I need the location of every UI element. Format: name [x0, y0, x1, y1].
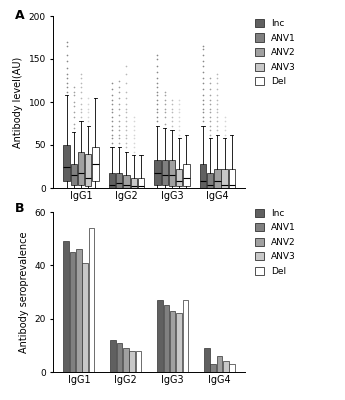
PathPatch shape: [116, 172, 122, 188]
Bar: [210, 364, 216, 372]
Bar: [204, 348, 210, 372]
Bar: [82, 263, 88, 372]
Bar: [229, 364, 235, 372]
Bar: [183, 300, 188, 372]
PathPatch shape: [183, 164, 189, 186]
Y-axis label: Antibody seroprevalence: Antibody seroprevalence: [19, 231, 29, 353]
PathPatch shape: [71, 164, 77, 186]
PathPatch shape: [85, 154, 91, 186]
Bar: [89, 228, 94, 372]
PathPatch shape: [63, 145, 70, 181]
PathPatch shape: [138, 178, 144, 188]
PathPatch shape: [169, 160, 175, 186]
PathPatch shape: [130, 178, 137, 188]
Bar: [176, 313, 182, 372]
Bar: [170, 311, 175, 372]
PathPatch shape: [161, 160, 168, 186]
Bar: [76, 249, 82, 372]
Legend: Inc, ANV1, ANV2, ANV3, Del: Inc, ANV1, ANV2, ANV3, Del: [253, 17, 298, 88]
Bar: [117, 343, 122, 372]
Bar: [63, 241, 69, 372]
Bar: [164, 305, 169, 372]
Bar: [129, 351, 135, 372]
PathPatch shape: [229, 169, 235, 188]
PathPatch shape: [123, 175, 130, 188]
Bar: [157, 300, 163, 372]
Bar: [110, 340, 116, 372]
PathPatch shape: [78, 152, 84, 186]
PathPatch shape: [221, 169, 228, 188]
PathPatch shape: [109, 172, 115, 188]
Bar: [70, 252, 75, 372]
PathPatch shape: [176, 169, 183, 186]
Legend: Inc, ANV1, ANV2, ANV3, Del: Inc, ANV1, ANV2, ANV3, Del: [253, 207, 298, 278]
PathPatch shape: [207, 172, 213, 188]
Bar: [217, 356, 222, 372]
Bar: [136, 351, 141, 372]
PathPatch shape: [200, 164, 206, 188]
Text: B: B: [15, 202, 25, 215]
Bar: [123, 348, 129, 372]
PathPatch shape: [92, 147, 99, 181]
PathPatch shape: [154, 160, 161, 186]
Bar: [223, 361, 229, 372]
Text: A: A: [15, 9, 25, 22]
PathPatch shape: [214, 169, 220, 188]
Y-axis label: Antibody level(AU): Antibody level(AU): [13, 56, 23, 148]
